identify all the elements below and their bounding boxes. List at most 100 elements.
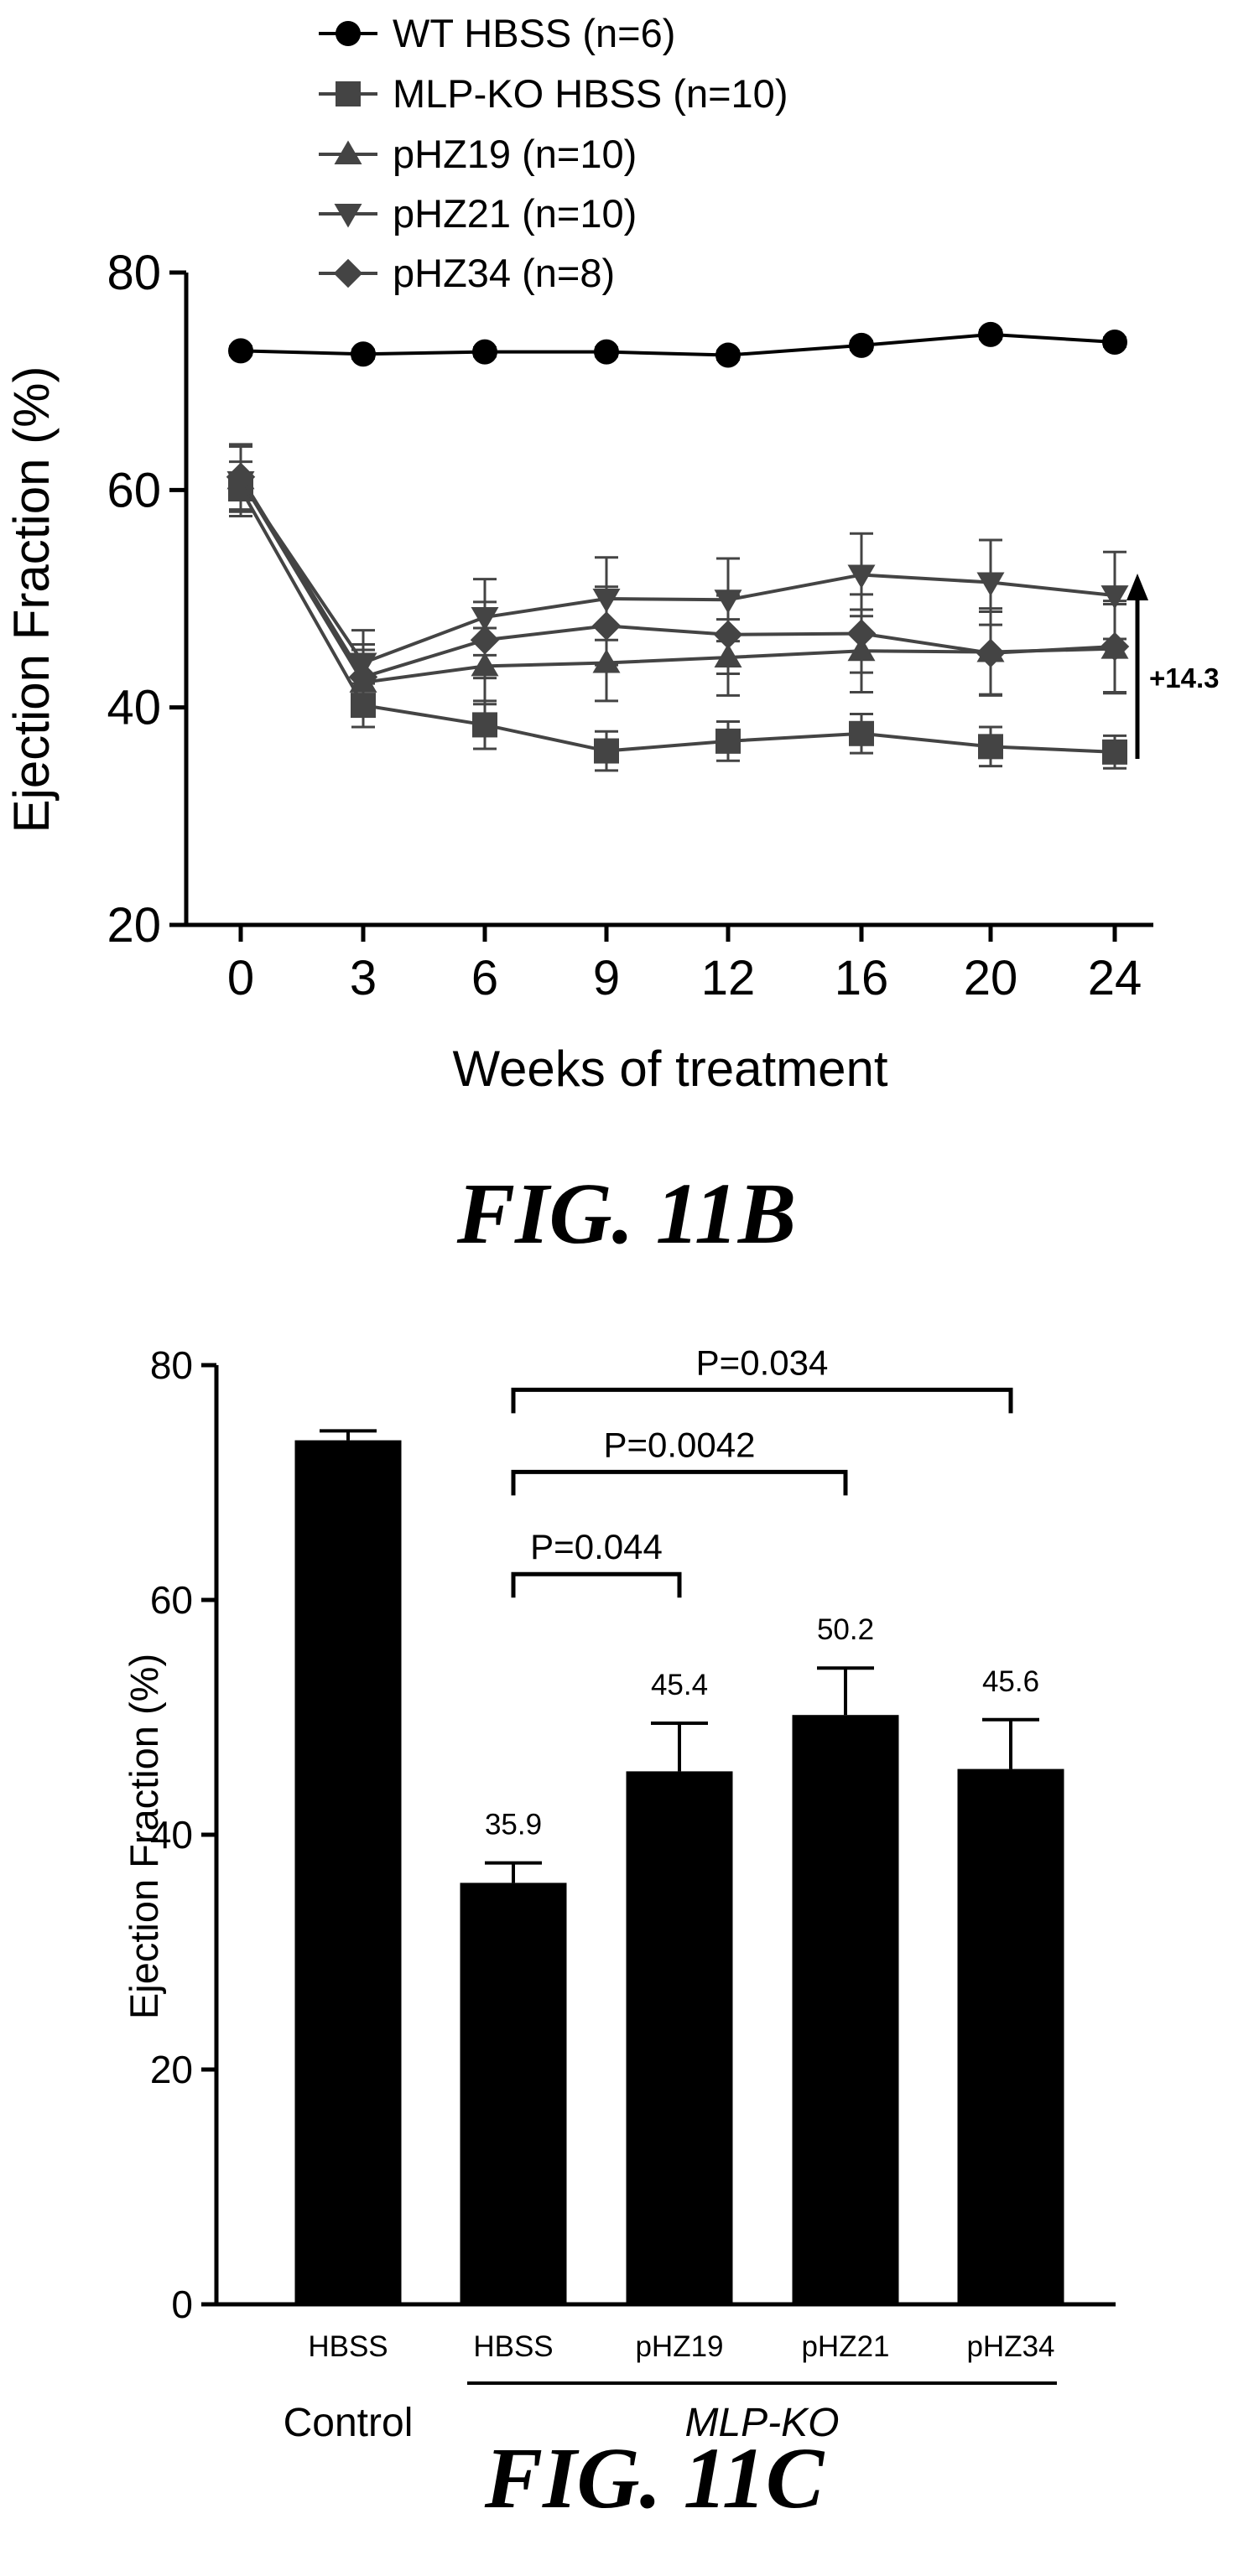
x-tick-label: 6 [471, 951, 498, 1005]
significance-bracket [511, 1387, 1013, 1414]
series-line [239, 480, 1116, 665]
legend: WT HBSS (n=6) MLP-KO HBSS (n=10) pHZ19 (n=… [319, 11, 788, 295]
data-point [849, 720, 874, 746]
y-tick-label: 60 [107, 463, 161, 517]
data-point [594, 738, 619, 764]
data-point [713, 620, 743, 650]
category-label: HBSS [308, 2330, 388, 2363]
data-point [1100, 631, 1130, 662]
data-point [472, 339, 497, 365]
x-tick-label: 0 [227, 951, 254, 1005]
legend-label: pHZ19 (n=10) [393, 132, 637, 176]
data-point [594, 339, 619, 365]
data-point [978, 734, 1003, 760]
data-labels: 35.9 45.4 50.2 45.6 [485, 1613, 1039, 1841]
y-tick-label: 20 [150, 2048, 193, 2091]
series [226, 443, 1130, 711]
significance-bracket [511, 1469, 848, 1496]
category-labels: HBSS HBSS pHZ19 pHZ21 pHZ34 [308, 2330, 1054, 2363]
category-label: pHZ21 [801, 2330, 889, 2363]
series-line [239, 488, 1116, 754]
legend-marker [336, 81, 361, 106]
y-tick-label: 60 [150, 1578, 193, 1622]
data-label: 35.9 [485, 1809, 542, 1841]
y-tick-label: 20 [107, 898, 161, 953]
category-label: pHZ34 [966, 2330, 1054, 2363]
p-value-label: P=0.044 [530, 1527, 663, 1566]
improvement-arrow-head [1127, 574, 1148, 600]
x-tick-label: 20 [964, 951, 1018, 1005]
x-tick-label: 24 [1088, 951, 1142, 1005]
significance-bracket [511, 1571, 682, 1598]
category-label: HBSS [473, 2330, 553, 2363]
series-line [240, 332, 1116, 357]
legend-label: MLP-KO HBSS (n=10) [393, 71, 788, 116]
data-point [978, 321, 1003, 347]
bars [294, 1440, 1064, 2304]
data-point [715, 728, 741, 754]
group-label: Control [284, 2401, 414, 2445]
significance-brackets: P=0.044 P=0.0042 P=0.034 [511, 1343, 1013, 1598]
series [228, 321, 1127, 368]
data-point [470, 626, 500, 655]
legend-marker [336, 21, 361, 46]
x-tick-label: 9 [593, 951, 620, 1005]
improvement-label: +14.3 [1149, 662, 1220, 693]
x-tick-label: 12 [701, 951, 756, 1005]
improvement-annotation: +14.3 [1127, 574, 1220, 759]
y-tick-label: 80 [107, 246, 161, 300]
y-tick-label: 40 [107, 681, 161, 735]
bar [792, 1715, 899, 2304]
data-label: 45.4 [651, 1669, 708, 1701]
y-ticks: 0 20 40 60 80 [150, 1343, 216, 2326]
series [228, 460, 1127, 772]
category-label: pHZ19 [635, 2330, 723, 2363]
data-point [472, 712, 497, 738]
data-point [849, 332, 874, 358]
legend-marker [333, 258, 363, 288]
y-tick-label: 40 [150, 1813, 193, 1857]
data-point [847, 564, 876, 589]
data-point [976, 572, 1005, 597]
data-label: 45.6 [982, 1665, 1039, 1698]
ejection-fraction-time-course-chart: WT HBSS (n=6) MLP-KO HBSS (n=10) pHZ19 (n=… [3, 11, 1220, 1097]
bar [957, 1768, 1064, 2304]
legend-marker [334, 140, 362, 164]
y-tick-label: 0 [171, 2283, 193, 2326]
bar [294, 1440, 402, 2304]
x-ticks: 0 3 6 9 12 16 20 24 [227, 925, 1142, 1005]
data-label: 50.2 [817, 1613, 874, 1646]
data-point [228, 338, 253, 364]
legend-marker [334, 204, 362, 228]
data-point [1102, 329, 1127, 355]
y-tick-label: 80 [150, 1343, 193, 1387]
data-point [715, 342, 741, 368]
x-tick-label: 3 [350, 951, 377, 1005]
ejection-fraction-bar-chart: 0 20 40 60 80 35.9 45.4 50.2 45.6 HBSS HBSS pHZ19… [122, 1343, 1116, 2445]
figure-c-caption: FIG. 11C [484, 2430, 825, 2527]
data-point [846, 619, 877, 648]
legend-label: pHZ21 (n=10) [393, 191, 637, 236]
series-line [239, 478, 1116, 685]
bar [460, 1883, 567, 2304]
series-line [239, 475, 1116, 679]
group-label: MLP-KO [684, 2401, 839, 2445]
figure-b-caption: FIG. 11B [456, 1166, 797, 1262]
data-point [1101, 585, 1129, 610]
y-axis-title: Ejection Fraction (%) [3, 366, 60, 834]
bar [626, 1771, 733, 2304]
y-axis-title: Ejection Fraction (%) [122, 1654, 166, 2019]
x-axis-title: Weeks of treatment [452, 1041, 887, 1097]
data-point [1102, 739, 1127, 765]
data-point [976, 638, 1006, 668]
data-point [591, 611, 622, 641]
p-value-label: P=0.0042 [603, 1425, 755, 1464]
data-point [226, 462, 256, 492]
p-value-label: P=0.034 [696, 1343, 829, 1382]
legend-label: WT HBSS (n=6) [393, 11, 675, 55]
series-group [226, 321, 1130, 772]
group-labels: Control MLP-KO [284, 2381, 1057, 2445]
data-point [351, 341, 376, 367]
legend-label: pHZ34 (n=8) [393, 251, 615, 295]
